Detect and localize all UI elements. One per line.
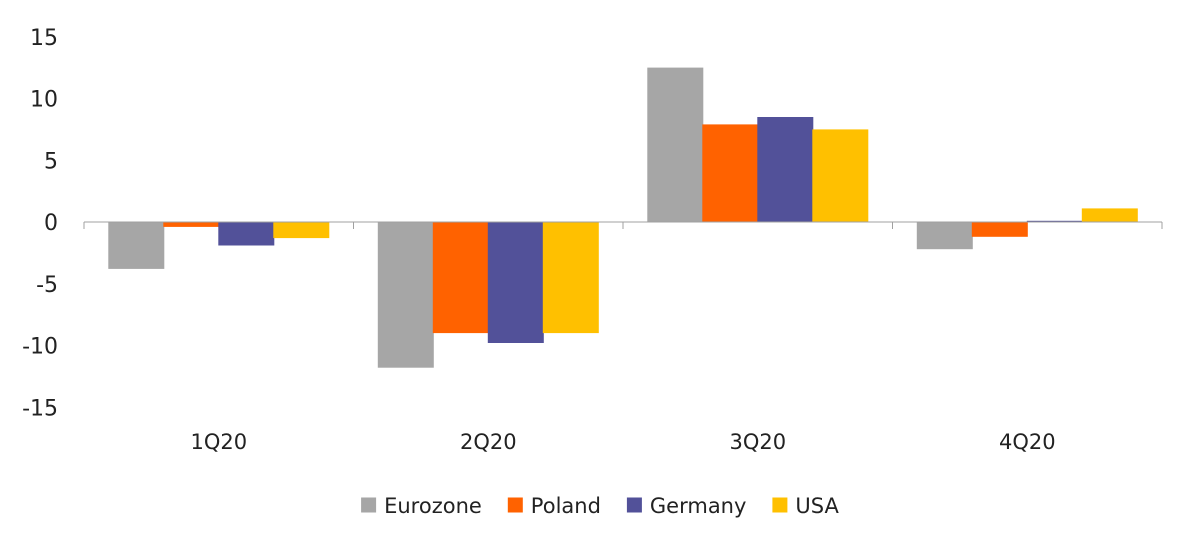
- bar-eurozone-2q20: [377, 222, 434, 368]
- legend: Eurozone Poland Germany USA: [361, 494, 839, 518]
- bar-eurozone-1q20: [108, 222, 165, 269]
- legend-label: Eurozone: [384, 494, 482, 518]
- x-tick-label: 2Q20: [460, 430, 517, 454]
- y-tick-label: 15: [30, 26, 58, 51]
- bar-usa-2q20: [542, 222, 599, 334]
- legend-swatch: [507, 497, 523, 513]
- y-tick-label: 5: [44, 149, 58, 174]
- bar-usa-1q20: [273, 222, 330, 239]
- legend-swatch: [361, 497, 377, 513]
- legend-swatch: [772, 497, 788, 513]
- legend-item-poland: Poland: [507, 494, 601, 518]
- bar-poland-3q20: [702, 124, 759, 222]
- bar-eurozone-3q20: [647, 67, 704, 222]
- bar-usa-4q20: [1081, 208, 1138, 222]
- x-tick-label: 4Q20: [999, 430, 1056, 454]
- bar-germany-1q20: [218, 222, 275, 246]
- bars-layer: [108, 67, 1138, 368]
- y-tick-label: -5: [36, 273, 58, 298]
- bar-germany-3q20: [757, 117, 814, 222]
- x-tick-label: 1Q20: [190, 430, 247, 454]
- x-tick-label: 3Q20: [729, 430, 786, 454]
- x-axis-ticks: 1Q20 2Q20 3Q20 4Q20: [190, 430, 1055, 454]
- bar-poland-1q20: [163, 222, 220, 227]
- bar-poland-2q20: [432, 222, 489, 334]
- y-tick-label: -15: [22, 396, 58, 421]
- bar-germany-2q20: [487, 222, 544, 343]
- legend-label: USA: [795, 494, 839, 518]
- axis-layer: [83, 221, 1163, 229]
- y-tick-label: 10: [30, 88, 58, 113]
- y-axis-ticks: 15 10 5 0 -5 -10 -15: [22, 26, 58, 421]
- legend-item-eurozone: Eurozone: [361, 494, 482, 518]
- y-tick-label: -10: [22, 335, 58, 360]
- y-tick-label: 0: [44, 211, 58, 236]
- legend-item-usa: USA: [772, 494, 839, 518]
- bar-poland-4q20: [971, 222, 1028, 237]
- legend-label: Germany: [650, 494, 747, 518]
- legend-label: Poland: [531, 494, 601, 518]
- legend-item-germany: Germany: [626, 494, 747, 518]
- bar-usa-3q20: [812, 129, 869, 222]
- legend-swatch: [626, 497, 642, 513]
- bar-eurozone-4q20: [916, 222, 973, 250]
